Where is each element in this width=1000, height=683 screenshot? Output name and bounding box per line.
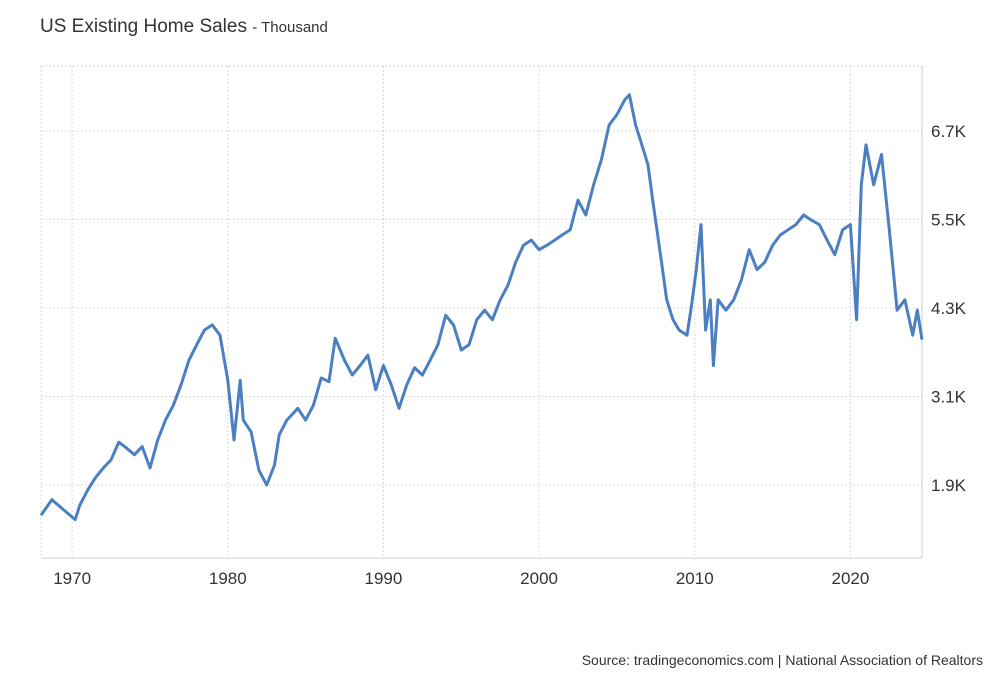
x-tick-label: 1980 xyxy=(209,569,247,588)
y-tick-label: 4.3K xyxy=(931,299,967,318)
y-tick-label: 5.5K xyxy=(931,210,967,229)
title-text: US Existing Home Sales xyxy=(40,16,247,37)
x-tick-label: 1990 xyxy=(365,569,403,588)
x-tick-label: 2010 xyxy=(676,569,714,588)
chart-title: US Existing Home Sales - Thousand xyxy=(40,16,328,38)
y-tick-label: 1.9K xyxy=(931,476,967,495)
x-tick-label: 2000 xyxy=(520,569,558,588)
y-tick-label: 3.1K xyxy=(931,387,967,406)
source-note: Source: tradingeconomics.com | National … xyxy=(581,652,983,668)
y-tick-label: 6.7K xyxy=(931,122,967,141)
x-tick-label: 2020 xyxy=(831,569,869,588)
chart-subtitle: - Thousand xyxy=(252,19,328,36)
series-line xyxy=(39,93,924,522)
x-tick-label: 1970 xyxy=(53,569,91,588)
